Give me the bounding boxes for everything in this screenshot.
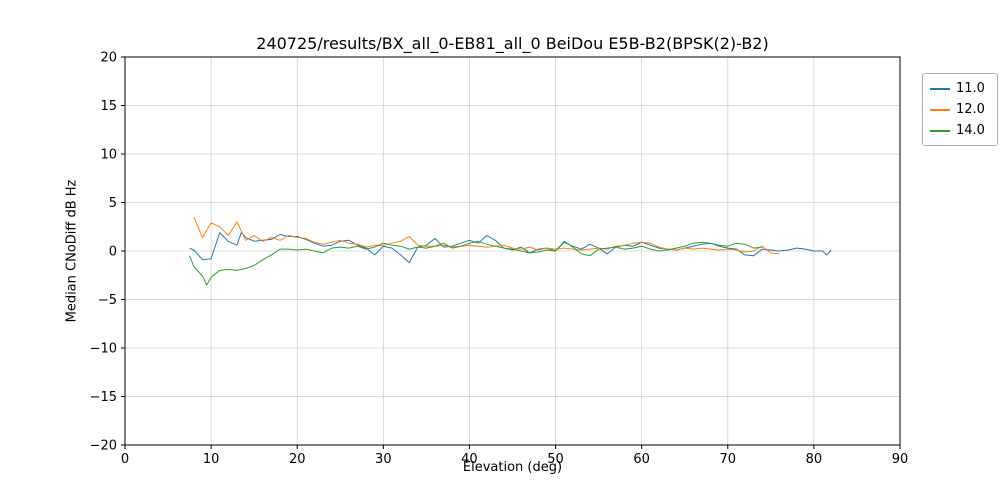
tick-marks [121,56,901,449]
x-tick-label: 30 [375,452,392,467]
x-axis-label: Elevation (deg) [462,460,563,475]
legend-label: 11.0 [956,81,985,96]
x-tick-label: 40 [461,452,478,467]
tick-labels: 0 10 20 30 40 50 60 70 80 90 −20 −15 −10 −5 0 5 10 15 20 [90,51,909,468]
x-tick-label: 60 [633,452,650,467]
x-tick-label: 50 [547,452,564,467]
x-tick-label: 0 [121,452,129,467]
legend-entry: 11.0 [930,78,989,99]
legend-label: 12.0 [956,102,985,117]
y-axis-label: Median CNoDiff dB Hz [64,179,80,323]
y-tick-label: 20 [100,51,117,66]
series-line-14.0 [189,240,763,286]
series-lines [189,216,832,286]
legend: 11.0 12.0 14.0 [922,73,998,146]
legend-entry: 14.0 [930,120,989,141]
x-tick-label: 80 [806,452,823,467]
legend-line-sample [930,108,950,111]
legend-label: 14.0 [956,123,985,138]
y-tick-label: −20 [90,439,117,454]
y-tick-label: −10 [90,342,117,357]
y-tick-label: 5 [109,196,117,211]
legend-line-sample [930,129,950,132]
chart-title: 240725/results/BX_all_0-EB81_all_0 BeiDo… [256,34,769,53]
y-tick-label: −15 [90,390,117,405]
y-tick-label: −5 [98,293,117,308]
x-tick-label: 90 [892,452,909,467]
y-tick-label: 10 [100,148,117,163]
x-tick-label: 20 [289,452,306,467]
x-tick-label: 70 [720,452,737,467]
series-line-12.0 [193,216,780,255]
legend-entry: 12.0 [930,99,989,120]
legend-line-sample [930,87,950,90]
y-tick-label: 0 [109,245,117,260]
y-tick-label: 15 [100,99,117,114]
x-tick-label: 10 [203,452,220,467]
